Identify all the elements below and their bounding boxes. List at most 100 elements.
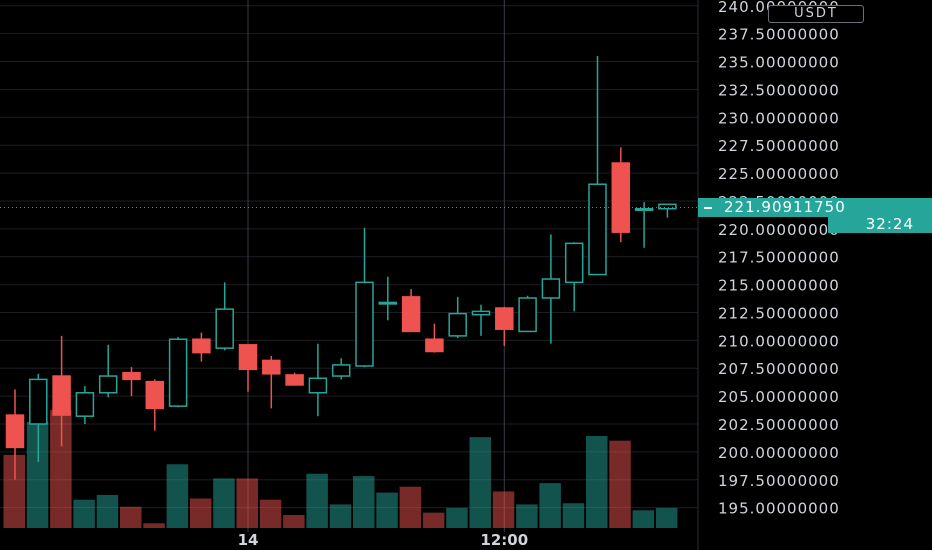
candle-body (192, 338, 211, 354)
y-tick-label: 202.50000000 (718, 416, 840, 434)
price-axis: 240.00000000237.50000000235.00000000232.… (697, 0, 840, 550)
candle-up[interactable] (215, 282, 234, 351)
volume-bar (609, 440, 631, 528)
volume-bar (120, 506, 142, 528)
price-marker-dash (704, 207, 712, 209)
volume-bar (516, 504, 538, 528)
current-price-badge: 221.90911750 (698, 198, 932, 217)
candle-down[interactable] (611, 147, 631, 243)
y-tick-label: 195.00000000 (718, 500, 840, 518)
volume-bar (562, 503, 585, 528)
volume-bar (96, 494, 119, 528)
candle-up[interactable] (634, 202, 654, 248)
candle-up[interactable] (588, 55, 607, 276)
candle-down[interactable] (238, 344, 258, 392)
candle-down[interactable] (52, 335, 71, 447)
candle-up[interactable] (98, 344, 118, 398)
candle-body (52, 375, 71, 416)
volume-bar (283, 515, 305, 528)
candle-up[interactable] (564, 242, 584, 312)
candle-up[interactable] (29, 373, 48, 462)
candle-body (98, 375, 118, 394)
candle-down[interactable] (262, 355, 281, 409)
volume-bar (492, 491, 515, 528)
volume-bars (3, 410, 678, 528)
candle-body (378, 301, 398, 305)
candle-down[interactable] (5, 389, 25, 480)
candle-down[interactable] (122, 367, 141, 397)
volume-bar (236, 478, 258, 528)
candle-down[interactable] (145, 379, 165, 431)
candle-countdown-badge: 32:24 (828, 215, 932, 233)
volume-bar (189, 498, 212, 528)
candle-body (238, 344, 258, 371)
y-tick-label: 212.50000000 (718, 304, 840, 322)
candle-body (564, 242, 584, 284)
candle-body (262, 359, 281, 375)
candle-up[interactable] (541, 234, 561, 344)
volume-bar (166, 464, 189, 528)
candle-up[interactable] (75, 386, 95, 424)
candle-body (5, 414, 25, 449)
time-axis: 14 12:00 (238, 531, 529, 549)
candle-body (634, 208, 654, 212)
candle-up[interactable] (331, 358, 351, 380)
volume-bar (213, 478, 235, 528)
candle-up[interactable] (448, 296, 467, 339)
candle-body (285, 374, 304, 386)
candle-body (145, 380, 165, 410)
y-tick-label: 227.50000000 (718, 137, 840, 155)
candle-body (215, 308, 234, 349)
volume-bar (353, 476, 375, 528)
volume-bar (446, 507, 468, 528)
candle-body (658, 203, 677, 210)
y-tick-label: 232.50000000 (718, 81, 840, 99)
candle-body (331, 364, 351, 377)
candle-body (518, 297, 537, 333)
volume-bar (376, 492, 398, 528)
y-tick-label: 210.00000000 (718, 332, 840, 350)
volume-bar (50, 410, 72, 528)
candles (5, 55, 677, 480)
x-tick-label: 12:00 (480, 531, 528, 549)
volume-bar (586, 435, 608, 528)
volume-bar (422, 512, 445, 528)
volume-bar (26, 421, 49, 528)
y-tick-label: 230.00000000 (718, 109, 840, 127)
candle-body (308, 377, 328, 394)
candle-body (425, 338, 444, 353)
candle-body (168, 338, 188, 407)
candle-down[interactable] (192, 332, 211, 362)
volume-bar (143, 523, 165, 528)
countdown-label: 32:24 (865, 215, 914, 233)
y-tick-label: 207.50000000 (718, 360, 840, 378)
candle-down[interactable] (425, 323, 444, 353)
y-tick-label: 220.00000000 (718, 221, 840, 239)
y-tick-label: 215.00000000 (718, 277, 840, 295)
candle-up[interactable] (308, 343, 328, 417)
x-tick-label: 14 (238, 531, 259, 549)
volume-bar (539, 483, 561, 528)
candle-body (75, 392, 95, 417)
candle-up[interactable] (518, 295, 537, 333)
currency-badge[interactable]: USDT (768, 5, 864, 23)
volume-bar (469, 437, 491, 528)
candle-up[interactable] (471, 304, 491, 336)
candle-down[interactable] (495, 306, 514, 346)
candle-body (355, 281, 374, 367)
volume-bar (655, 507, 678, 528)
y-tick-label: 237.50000000 (718, 26, 840, 44)
candle-up[interactable] (658, 203, 677, 218)
candle-body (541, 278, 561, 299)
candle-up[interactable] (378, 276, 398, 321)
y-tick-label: 225.00000000 (718, 165, 840, 183)
candle-down[interactable] (285, 372, 304, 386)
candle-down[interactable] (401, 289, 421, 333)
candle-up[interactable] (168, 337, 188, 408)
candle-body (495, 307, 514, 330)
candle-up[interactable] (355, 227, 374, 368)
y-tick-label: 200.00000000 (718, 444, 840, 462)
y-tick-label: 197.50000000 (718, 472, 840, 490)
